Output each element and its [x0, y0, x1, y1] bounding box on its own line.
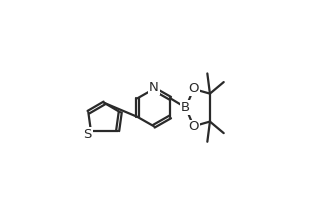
Text: N: N — [149, 81, 159, 94]
Text: O: O — [189, 82, 199, 95]
Text: S: S — [84, 128, 92, 141]
Text: B: B — [181, 101, 190, 114]
Text: O: O — [189, 121, 199, 134]
